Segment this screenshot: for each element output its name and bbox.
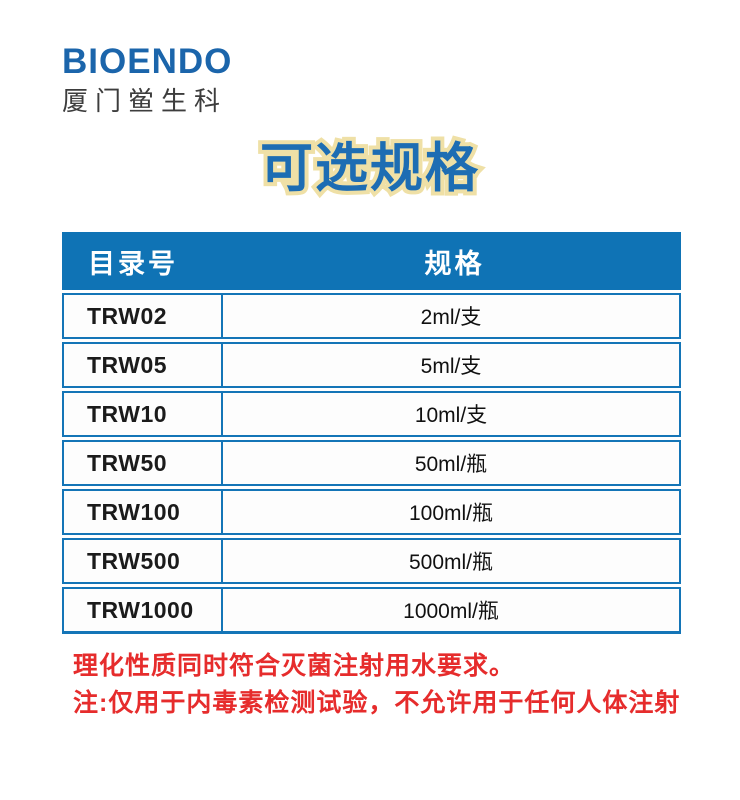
table-row: TRW1000 1000ml/瓶	[62, 587, 681, 634]
brand-logo-text: BIOENDO	[62, 42, 233, 81]
catalog-number-cell: TRW1000	[64, 589, 223, 631]
table-row: TRW10 10ml/支	[62, 391, 681, 437]
table-row: TRW500 500ml/瓶	[62, 538, 681, 584]
catalog-number-cell: TRW02	[64, 295, 223, 337]
usage-notes: 理化性质同时符合灭菌注射用水要求。 注:仅用于内毒素检测试验，不允许用于任何人体…	[73, 648, 680, 722]
specification-cell: 1000ml/瓶	[403, 600, 499, 623]
note-line-1: 理化性质同时符合灭菌注射用水要求。	[73, 652, 516, 680]
table-row: TRW05 5ml/支	[62, 342, 681, 388]
specification-cell: 100ml/瓶	[408, 502, 494, 525]
header-specification: 规格	[424, 248, 485, 279]
brand-company-name: 厦门鲎生科	[62, 86, 228, 116]
catalog-number-cell: TRW500	[64, 540, 223, 582]
table-row: TRW100 100ml/瓶	[62, 489, 681, 535]
specification-cell: 10ml/支	[414, 404, 488, 427]
specification-cell: 500ml/瓶	[408, 551, 494, 574]
catalog-number-cell: TRW05	[64, 344, 223, 386]
page-title: 可选规格 可选规格	[0, 135, 740, 202]
spec-table-header: 目录号 规格	[62, 232, 681, 290]
page-title-outline: 可选规格	[256, 135, 482, 202]
specification-cell: 5ml/支	[420, 355, 482, 378]
catalog-number-cell: TRW10	[64, 393, 223, 435]
table-row: TRW50 50ml/瓶	[62, 440, 681, 486]
catalog-number-cell: TRW50	[64, 442, 223, 484]
specification-cell: 50ml/瓶	[414, 453, 488, 476]
header-catalog-number: 目录号	[88, 248, 178, 279]
note-line-2: 注:仅用于内毒素检测试验，不允许用于任何人体注射	[73, 689, 681, 717]
brand-logo: BIOENDO 厦门鲎生科	[62, 44, 232, 114]
table-row: TRW02 2ml/支	[62, 293, 681, 339]
spec-table: 目录号 规格 TRW02 2ml/支 TRW05 5ml/支 TRW10 10m…	[62, 232, 681, 634]
page-title-text: 可选规格	[260, 139, 480, 198]
specification-cell: 2ml/支	[420, 306, 482, 329]
catalog-number-cell: TRW100	[64, 491, 223, 533]
